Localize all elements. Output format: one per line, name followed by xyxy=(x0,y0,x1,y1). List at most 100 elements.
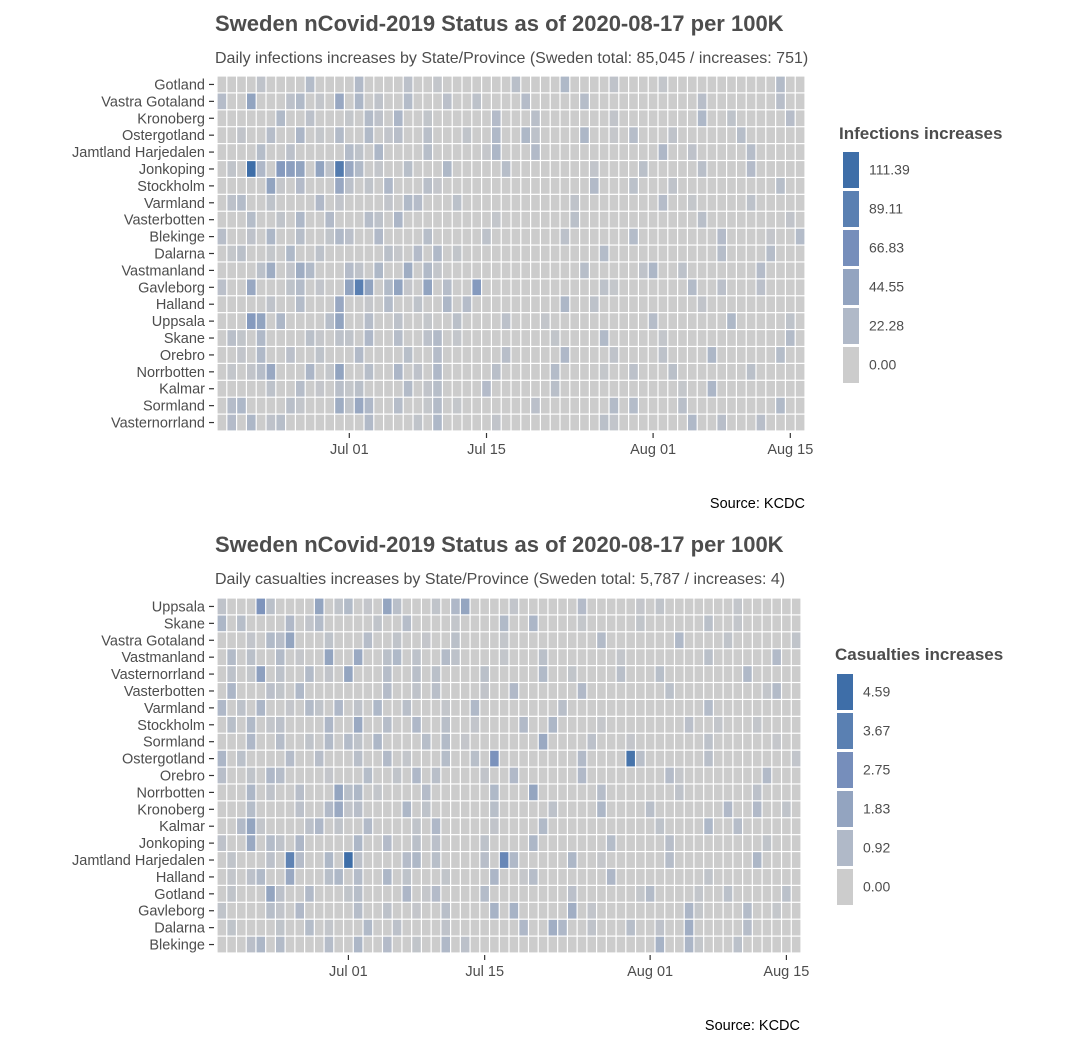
heatmap-cell xyxy=(776,380,785,397)
heatmap-cell xyxy=(648,414,658,431)
heatmap-cell xyxy=(538,750,548,767)
heatmap-cell xyxy=(276,363,285,380)
heatmap-cell xyxy=(325,296,334,313)
heatmap-cell xyxy=(490,885,499,902)
heatmap-cell xyxy=(492,76,501,93)
heatmap-cell xyxy=(412,700,421,716)
heatmap-cell xyxy=(752,716,762,733)
heatmap-cell xyxy=(791,716,801,733)
heatmap-cell xyxy=(756,110,766,127)
heatmap-cell xyxy=(490,818,499,835)
heatmap-cell xyxy=(482,194,491,211)
heatmap-cell xyxy=(762,784,772,801)
heatmap-cell xyxy=(743,716,752,733)
heatmap-cell xyxy=(795,93,805,110)
heatmap-cell xyxy=(762,683,772,699)
heatmap-cell xyxy=(636,683,645,699)
heatmap-cell xyxy=(266,93,276,110)
heatmap-cell xyxy=(413,347,423,363)
heatmap-cell xyxy=(227,615,236,632)
heatmap-cell xyxy=(295,632,304,649)
heatmap-cell xyxy=(501,228,511,245)
heatmap-cell xyxy=(531,397,540,414)
heatmap-cell xyxy=(354,262,364,279)
heatmap-cell xyxy=(422,885,431,902)
heatmap-cell xyxy=(499,818,509,835)
heatmap-cell xyxy=(384,93,393,110)
heatmap-cell xyxy=(538,818,548,835)
heatmap-cell xyxy=(345,76,354,93)
heatmap-cell xyxy=(315,347,325,363)
heatmap-cell xyxy=(305,414,315,431)
heatmap-cell xyxy=(482,127,491,144)
heatmap-cell xyxy=(441,598,450,615)
heatmap-cell xyxy=(363,632,373,649)
heatmap-cell xyxy=(492,228,501,245)
heatmap-cell xyxy=(606,767,616,784)
heatmap-cell xyxy=(538,869,548,885)
heatmap-cell xyxy=(509,716,519,733)
heatmap-cell xyxy=(521,178,530,194)
heatmap-cell xyxy=(443,144,452,160)
heatmap-cell xyxy=(499,767,509,784)
heatmap-cell xyxy=(776,178,785,194)
heatmap-cell xyxy=(217,784,227,801)
heatmap-cell xyxy=(470,733,480,750)
heatmap-cell xyxy=(541,144,550,160)
heatmap-cell xyxy=(305,313,315,329)
heatmap-cell xyxy=(675,767,684,784)
heatmap-cell xyxy=(296,245,305,262)
heatmap-cell xyxy=(684,716,694,733)
heatmap-cell xyxy=(480,936,489,953)
heatmap-cell xyxy=(697,330,707,346)
heatmap-cell xyxy=(285,869,295,885)
heatmap-cell xyxy=(714,936,723,953)
heatmap-cell xyxy=(324,733,334,750)
heatmap-cell xyxy=(795,161,805,177)
heatmap-cell xyxy=(217,801,227,818)
heatmap-cell xyxy=(560,161,570,177)
heatmap-cell xyxy=(422,835,431,851)
y-tick-label: Stockholm xyxy=(137,179,205,195)
heatmap-cell xyxy=(684,666,694,682)
heatmap-cell xyxy=(266,801,275,818)
heatmap-cell xyxy=(256,127,266,144)
heatmap-cell xyxy=(782,902,791,919)
heatmap-cell xyxy=(570,347,579,363)
heatmap-cell xyxy=(276,262,285,279)
heatmap-cell xyxy=(577,818,587,835)
heatmap-cell xyxy=(256,414,266,431)
heatmap-cell xyxy=(639,380,648,397)
heatmap-cell xyxy=(373,818,382,835)
heatmap-cell xyxy=(697,363,707,380)
heatmap-cell xyxy=(256,397,266,414)
heatmap-cell xyxy=(286,397,295,414)
heatmap-cell xyxy=(645,767,655,784)
heatmap-cell xyxy=(490,919,499,936)
heatmap-cell xyxy=(733,919,742,936)
heatmap-cell xyxy=(246,683,256,699)
heatmap-cell xyxy=(786,161,795,177)
heatmap-cell xyxy=(519,835,528,851)
heatmap-cell xyxy=(668,380,677,397)
heatmap-cell xyxy=(629,194,638,211)
heatmap-cell xyxy=(452,330,462,346)
heatmap-cell xyxy=(335,397,344,414)
heatmap-cell xyxy=(490,615,499,632)
heatmap-cell xyxy=(315,279,325,296)
heatmap-cell xyxy=(227,852,236,868)
heatmap-cell xyxy=(590,194,599,211)
heatmap-cell xyxy=(521,414,530,431)
heatmap-cell xyxy=(704,767,713,784)
heatmap-cell xyxy=(688,161,697,177)
heatmap-cell xyxy=(285,700,295,716)
heatmap-cell xyxy=(383,801,392,818)
heatmap-cell xyxy=(335,110,344,127)
heatmap-cell xyxy=(766,313,775,329)
heatmap-cell xyxy=(266,700,275,716)
heatmap-cell xyxy=(403,245,413,262)
heatmap-cell xyxy=(237,144,246,160)
heatmap-cell xyxy=(629,279,638,296)
heatmap-cell xyxy=(441,632,450,649)
heatmap-cell xyxy=(727,279,736,296)
